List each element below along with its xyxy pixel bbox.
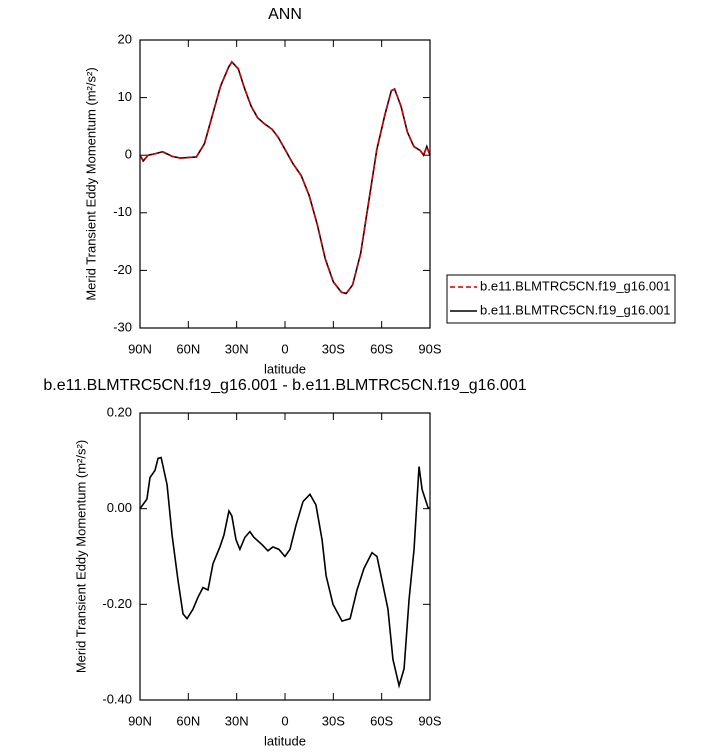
y-axis-label: Merid Transient Eddy Momentum (m²/s²) — [83, 67, 98, 300]
x-axis-label: latitude — [264, 361, 306, 376]
data-line — [139, 456, 431, 689]
x-tick-label: 60S — [370, 341, 393, 356]
x-tick-label: 0 — [281, 341, 288, 356]
legend-box — [446, 274, 676, 324]
x-tick-label: 30S — [322, 713, 345, 728]
data-line — [139, 60, 431, 295]
x-tick-label: 90N — [128, 713, 152, 728]
x-tick-label: 90S — [418, 713, 441, 728]
x-tick-label: 30S — [322, 341, 345, 356]
x-tick-label: 60N — [176, 341, 200, 356]
y-tick-label: -0.40 — [102, 691, 132, 706]
x-axis-label: latitude — [264, 733, 306, 748]
x-tick-label: 30N — [225, 713, 249, 728]
x-tick-label: 60S — [370, 713, 393, 728]
y-tick-label: -0.20 — [102, 596, 132, 611]
x-tick-label: 90S — [418, 341, 441, 356]
plot-frame — [139, 412, 431, 701]
x-tick-label: 30N — [225, 341, 249, 356]
y-tick-label: 10 — [118, 89, 132, 104]
chart-title: b.e11.BLMTRC5CN.f19_g16.001 - b.e11.BLMT… — [43, 377, 526, 394]
y-tick-label: 0 — [125, 147, 132, 162]
y-tick-label: -10 — [113, 204, 132, 219]
legend-label: b.e11.BLMTRC5CN.f19_g16.001 — [480, 278, 671, 293]
y-tick-label: 20 — [118, 31, 132, 46]
legend-label: b.e11.BLMTRC5CN.f19_g16.001 — [480, 302, 671, 317]
data-line — [139, 60, 431, 295]
y-tick-label: 0.20 — [107, 404, 132, 419]
y-axis-label: Merid Transient Eddy Momentum (m²/s²) — [73, 440, 88, 673]
x-tick-label: 0 — [281, 713, 288, 728]
x-tick-label: 90N — [128, 341, 152, 356]
y-tick-label: -20 — [113, 262, 132, 277]
x-tick-label: 60N — [176, 713, 200, 728]
y-tick-label: 0.00 — [107, 500, 132, 515]
y-tick-label: -30 — [113, 319, 132, 334]
plot-frame — [139, 39, 431, 329]
chart-title: ANN — [268, 6, 302, 23]
